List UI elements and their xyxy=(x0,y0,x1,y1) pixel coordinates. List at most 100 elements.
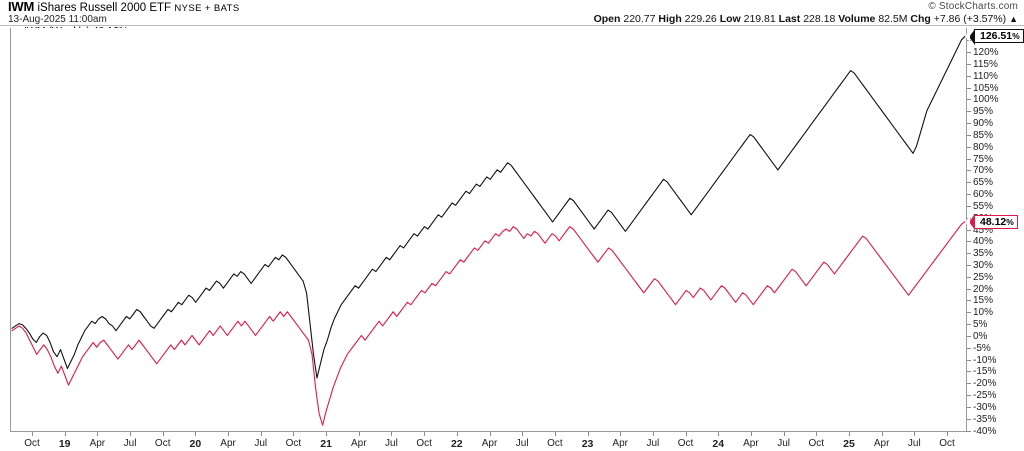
spx-price-line xyxy=(11,35,966,379)
y-tick-mark xyxy=(967,312,971,314)
x-tick-mark xyxy=(424,432,426,436)
y-tick-label: -15% xyxy=(973,366,997,378)
y-tick-mark xyxy=(967,123,971,125)
y-tick-label: -20% xyxy=(973,378,997,390)
x-axis-label: Oct xyxy=(416,438,432,449)
quote-datetime: 13-Aug-2025 11:00am xyxy=(8,14,107,25)
x-tick-mark xyxy=(97,432,99,436)
ticker-symbol: IWM xyxy=(8,0,35,14)
y-tick-label: 105% xyxy=(973,82,999,94)
y-tick-label: 120% xyxy=(973,47,999,59)
y-tick-label: 100% xyxy=(973,94,999,106)
x-tick-mark xyxy=(718,432,720,436)
x-tick-mark xyxy=(620,432,622,436)
y-tick-mark xyxy=(967,288,971,290)
x-tick-mark xyxy=(326,432,328,436)
y-tick-label: 70% xyxy=(973,165,994,177)
x-tick-mark xyxy=(914,432,916,436)
x-axis-label: 23 xyxy=(581,438,594,450)
y-tick-mark xyxy=(967,276,971,278)
y-tick-label: -25% xyxy=(973,390,997,402)
y-tick-label: 0% xyxy=(973,330,988,342)
y-tick-mark xyxy=(967,406,971,408)
y-tick-label: -10% xyxy=(973,354,997,366)
x-tick-mark xyxy=(489,432,491,436)
y-tick-mark xyxy=(967,63,971,65)
x-tick-mark xyxy=(293,432,295,436)
x-tick-mark xyxy=(881,432,883,436)
stockcharts-watermark: © StockCharts.com xyxy=(928,1,1018,12)
y-axis: 125%120%115%110%105%100%95%90%85%80%75%7… xyxy=(967,28,1024,437)
x-axis-label: Oct xyxy=(677,438,694,449)
y-tick-mark xyxy=(967,253,971,255)
x-axis-label: Oct xyxy=(808,438,825,449)
x-axis-label: Jul xyxy=(123,438,137,449)
y-tick-mark xyxy=(967,324,971,326)
x-axis-label: Apr xyxy=(873,438,890,449)
x-tick-mark xyxy=(260,432,262,436)
x-tick-mark xyxy=(587,432,589,436)
x-axis-label: Jul xyxy=(646,438,660,449)
y-tick-label: 65% xyxy=(973,177,994,189)
y-tick-label: 30% xyxy=(973,259,994,271)
x-axis-label: 25 xyxy=(843,438,855,450)
y-tick-label: 75% xyxy=(973,153,994,165)
chart-header: IWM iShares Russell 2000 ETF NYSE + BATS… xyxy=(8,0,240,26)
x-axis-label: Oct xyxy=(547,438,563,449)
y-tick-label: 15% xyxy=(973,295,994,307)
volume-label: Volume xyxy=(838,13,876,25)
spx-flag-suffix: % xyxy=(1012,31,1020,42)
x-axis-label: 20 xyxy=(189,438,202,450)
y-tick-mark xyxy=(967,52,971,54)
y-tick-mark xyxy=(967,300,971,302)
y-tick-mark xyxy=(967,170,971,172)
x-axis-label: Jul xyxy=(515,438,529,449)
y-tick-mark xyxy=(967,158,971,160)
volume-value: 82.5M xyxy=(878,13,908,25)
y-tick-mark xyxy=(967,395,971,397)
low-value: 219.81 xyxy=(743,13,776,25)
y-tick-label: -5% xyxy=(973,342,991,354)
x-tick-mark xyxy=(652,432,654,436)
y-tick-label: 55% xyxy=(973,200,994,212)
x-axis-label: Apr xyxy=(89,438,106,449)
y-tick-mark xyxy=(967,205,971,207)
y-tick-mark xyxy=(967,371,971,373)
x-tick-mark xyxy=(195,432,197,436)
price-lines-svg xyxy=(11,35,966,426)
y-tick-label: 80% xyxy=(973,141,994,153)
x-axis-label: Apr xyxy=(612,438,628,449)
y-tick-mark xyxy=(967,99,971,101)
high-value: 229.26 xyxy=(684,13,717,25)
y-tick-mark xyxy=(967,383,971,385)
y-tick-mark xyxy=(967,87,971,89)
y-tick-label: 35% xyxy=(973,248,994,260)
last-value: 228.18 xyxy=(803,13,836,25)
x-tick-mark xyxy=(456,432,458,436)
x-tick-mark xyxy=(522,432,524,436)
y-tick-label: 10% xyxy=(973,307,994,319)
x-axis-label: Jul xyxy=(254,438,268,449)
spx-price-flag: 126.51% xyxy=(965,28,1024,45)
flag-pointer-icon xyxy=(965,214,975,231)
x-axis-label: Oct xyxy=(285,438,302,449)
x-axis-label: Apr xyxy=(351,438,367,449)
y-tick-mark xyxy=(967,430,971,432)
x-axis-label: 19 xyxy=(58,438,71,450)
change-up-arrow-icon: ▲ xyxy=(1009,14,1018,24)
change-label: Chg xyxy=(910,13,931,25)
x-axis-label: Apr xyxy=(220,438,236,449)
chart-plot-area[interactable] xyxy=(10,28,967,432)
chart-title-line: IWM iShares Russell 2000 ETF NYSE + BATS xyxy=(8,0,240,14)
y-tick-mark xyxy=(967,241,971,243)
x-axis-label: Apr xyxy=(481,438,498,449)
x-axis-label: Oct xyxy=(24,438,40,449)
iwm-price-flag: 48.12% xyxy=(965,214,1018,231)
x-tick-mark xyxy=(750,432,752,436)
x-tick-mark xyxy=(228,432,230,436)
x-tick-mark xyxy=(162,432,164,436)
y-tick-label: -40% xyxy=(973,425,997,437)
y-tick-label: 60% xyxy=(973,189,994,201)
y-tick-label: 110% xyxy=(973,70,998,82)
x-axis: Oct 19 Apr Jul Oct 20 Apr Jul Oct 21 Apr Jul Oct 22 Ap… xyxy=(10,432,967,451)
